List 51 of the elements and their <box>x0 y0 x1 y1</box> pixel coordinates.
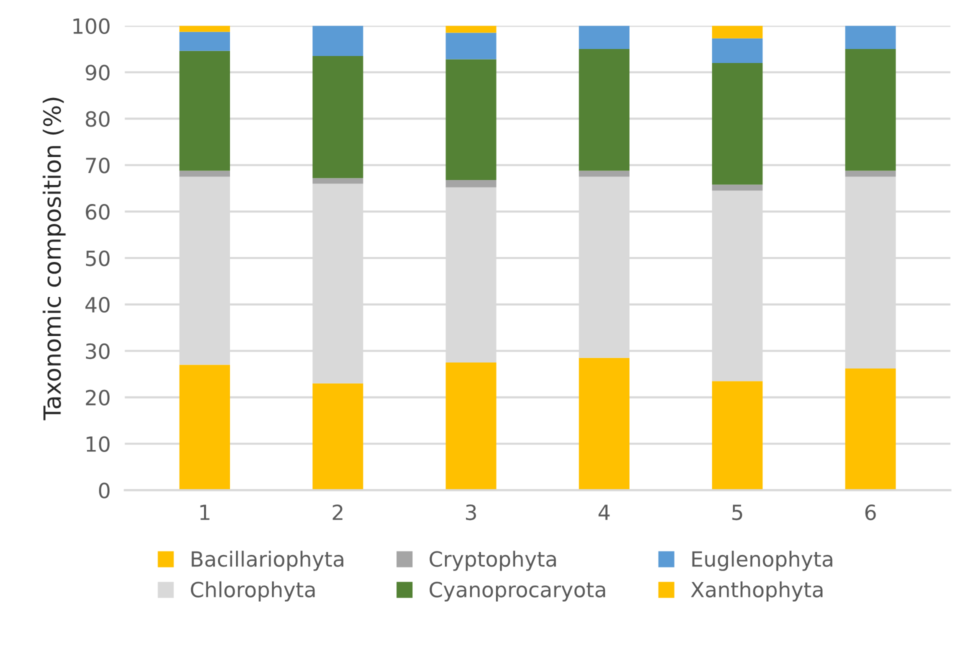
x-tick-label: 5 <box>732 504 742 520</box>
y-tick-label: 80 <box>86 111 110 127</box>
bar <box>179 50 230 171</box>
legend-label: Cryptophyta <box>430 550 556 571</box>
bar <box>446 26 496 33</box>
y-tick-label: 60 <box>86 204 110 220</box>
x-tick-label: 6 <box>865 504 876 520</box>
bar <box>179 32 230 51</box>
legend-label: Bacillariophyta <box>192 550 344 571</box>
x-tick-label: 2 <box>332 504 342 520</box>
y-tick-label: 70 <box>86 158 110 174</box>
bar <box>845 49 896 171</box>
bar <box>712 26 763 38</box>
bar <box>845 26 896 50</box>
bar <box>446 32 496 60</box>
bar <box>179 170 230 177</box>
legend-label: Euglenophyta <box>692 550 832 571</box>
bar <box>845 368 896 490</box>
bar <box>578 358 630 490</box>
bar <box>578 26 630 50</box>
bar <box>179 26 230 32</box>
y-axis-title: Taxonomic composition (%) <box>42 98 66 420</box>
legend-label: Cyanoprocaryota <box>430 582 606 602</box>
x-tick-label: 4 <box>598 504 610 520</box>
bar <box>712 381 763 490</box>
bar <box>312 383 364 490</box>
bar <box>446 59 496 180</box>
legend-label: Xanthophyta <box>690 581 822 602</box>
bar <box>446 180 496 188</box>
x-tick-label: 3 <box>466 504 476 520</box>
y-tick-label: 0 <box>99 482 110 498</box>
y-tick-label: 50 <box>86 250 110 266</box>
bar <box>845 170 896 177</box>
bar <box>312 178 364 184</box>
bar <box>712 62 763 185</box>
y-tick-label: 30 <box>86 343 110 360</box>
x-tick-label: 1 <box>200 504 210 520</box>
y-tick-label: 10 <box>86 436 110 452</box>
y-tick-label: 40 <box>85 296 110 313</box>
bar <box>712 184 763 191</box>
bar <box>312 26 364 56</box>
y-tick-label: 100 <box>73 18 110 34</box>
bar <box>578 49 630 171</box>
y-tick-label: 90 <box>86 64 110 80</box>
bar <box>312 56 364 178</box>
bar <box>712 38 763 63</box>
bar <box>446 362 496 490</box>
y-tick-label: 20 <box>86 390 110 406</box>
bar <box>179 364 230 490</box>
legend-label: Chlorophyta <box>190 581 315 602</box>
bar <box>578 170 630 177</box>
